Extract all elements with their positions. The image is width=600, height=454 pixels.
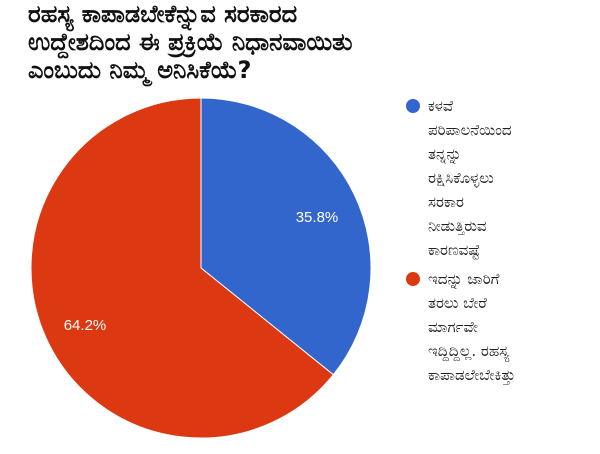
legend-line: ಕಾರಣವಷ್ಟೆ [428, 241, 481, 259]
chart-title-line: ಉದ್ದೇಶದಿಂದ ಈ ಪ್ರಕ್ರಿಯೆ ನಿಧಾನವಾಯಿತು [28, 28, 353, 56]
legend: ಕಳವೆ ಪರಿಪಾಲನೆಯಿಂದ ತನ್ನನ್ನು ರಕ್ಷಿಸಿಕೊಳ್ಳಲ… [402, 94, 600, 392]
legend-line: ಪರಿಪಾಲನೆಯಿಂದ [428, 121, 512, 139]
chart-title-line: ರಹಸ್ಯ ಕಾಪಾಡಬೇಕೆನ್ನುವ ಸರಕಾರದ [28, 0, 298, 28]
legend-line: ಮಾರ್ಗವೇ [428, 318, 478, 336]
legend-item-red[interactable]: ಇದನ್ನು ಜಾರಿಗೆ ತರಲು ಬೇರೆ ಮಾರ್ಗವೇ ಇದ್ದಿದ್ದ… [402, 267, 600, 387]
pie-slice-blue[interactable] [200, 97, 372, 376]
legend-line: ಸರಕಾರ [428, 193, 464, 211]
chart-title-line: ಎಂಬುದು ನಿಮ್ಮ ಅನಿಸಿಕೆಯೆ? [28, 56, 252, 84]
legend-line: ಇದ್ದಿದ್ದಿಲ್ಲ. ರಹಸ್ಯ [428, 342, 510, 360]
pie-slices [30, 97, 372, 439]
legend-label: ಇದನ್ನು ಜಾರಿಗೆ ತರಲು ಬೇರೆ ಮಾರ್ಗವೇ ಇದ್ದಿದ್ದ… [428, 267, 600, 387]
slice-label-blue: 35.8% [296, 209, 339, 226]
legend-line: ರಕ್ಷಿಸಿಕೊಳ್ಳಲು [428, 169, 494, 187]
pie-slice-red[interactable] [30, 97, 335, 439]
legend-dot-red-icon [406, 272, 420, 286]
legend-item-blue[interactable]: ಕಳವೆ ಪರಿಪಾಲನೆಯಿಂದ ತನ್ನನ್ನು ರಕ್ಷಿಸಿಕೊಳ್ಳಲ… [402, 94, 600, 262]
legend-line: ನೀಡುತ್ತಿರುವ [428, 217, 487, 235]
legend-line: ತರಲು ಬೇರೆ [428, 294, 487, 312]
legend-label: ಕಳವೆ ಪರಿಪಾಲನೆಯಿಂದ ತನ್ನನ್ನು ರಕ್ಷಿಸಿಕೊಳ್ಳಲ… [428, 94, 600, 262]
legend-dot-blue-icon [406, 99, 420, 113]
chart-title: ರಹಸ್ಯ ಕಾಪಾಡಬೇಕೆನ್ನುವ ಸರಕಾರದ ಉದ್ದೇಶದಿಂದ ಈ… [28, 0, 588, 84]
legend-line: ಕಾಪಾಡಲೇಬೇಕಿತ್ತು [428, 366, 516, 384]
legend-line: ತನ್ನನ್ನು [428, 145, 462, 163]
legend-line: ಕಳವೆ [428, 97, 454, 115]
legend-line: ಇದನ್ನು ಜಾರಿಗೆ [428, 270, 500, 288]
slice-label-red: 64.2% [64, 317, 107, 334]
